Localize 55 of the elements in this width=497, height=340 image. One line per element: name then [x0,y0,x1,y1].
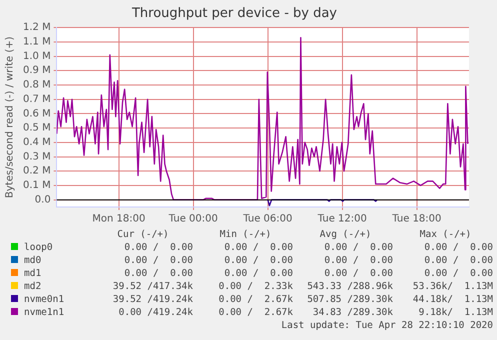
legend-label: md0 [23,254,42,267]
y-tick-label: 0.8 M [22,80,51,91]
x-tick-label: Tue 00:00 [168,214,218,225]
text: 39.52 /417.34k [112,280,194,293]
y-tick-label: 0.2 M [22,166,51,177]
legend-label: md2 [23,280,42,293]
y-tick-label: 0.1 M [22,180,51,192]
text: 34.83 /289.30k [312,306,394,319]
x-tick-label: Tue 06:00 [242,214,292,225]
x-tick-label: Mon 18:00 [92,214,146,225]
text: Max (-/+) [418,228,472,241]
text: 507.85 /289.30k [306,293,394,306]
y-tick-label: 0.9 M [22,65,51,76]
text: 0.00 / 0.00 [423,241,494,254]
x-tick-label: Tue 18:00 [391,214,442,225]
text: Last update: Tue Apr 28 22:10:10 2020 [280,319,494,332]
y-axis-title: Bytes/second read (-) / write (+) [4,36,16,198]
y-tick-label: 0.6 M [22,108,51,120]
text: 0.00 / 0.00 [423,267,494,280]
legend-label: loop0 [23,241,54,254]
text: 0.00 / 0.00 [323,241,394,254]
y-tick-label: 0.0 [34,194,51,206]
y-tick-label: 0.7 M [22,94,51,105]
text: 0.00 / 0.00 [223,267,294,280]
legend-label: nvme0n1 [23,293,66,306]
text: 9.18k/ 1.13M [418,306,494,319]
text: 543.33 /288.96k [306,280,394,293]
text: 0.00 / 0.00 [323,254,394,267]
y-tick-label: 1.0 M [22,50,51,62]
y-tick-label: 0.5 M [22,122,51,134]
x-tick-label: Tue 12:00 [316,214,367,225]
text: 0.00 / 0.00 [423,254,494,267]
text: 39.52 /419.24k [112,293,194,306]
text: 0.00 / 0.00 [123,241,194,254]
legend-label: md1 [23,267,42,280]
chart-title: Throughput per device - by day [130,6,338,22]
text: 0.00 / 0.00 [123,267,194,280]
y-tick-label: 0.3 M [22,151,51,162]
text: 0.00 / 2.67k [218,293,294,306]
text: Min (-/+) [218,228,272,241]
text: Cur (-/+) [116,228,170,241]
text: 53.36k/ 1.13M [412,280,494,293]
text: Avg (-/+) [318,228,372,241]
y-tick-label: 0.4 M [22,137,51,148]
text: 0.00 / 2.33k [218,280,294,293]
text: 0.00 /419.24k [118,306,194,319]
text: 0.00 / 0.00 [223,254,294,267]
text: 0.00 / 0.00 [123,254,194,267]
y-tick-label: 1.2 M [22,22,51,34]
text: 0.00 / 2.67k [218,306,294,319]
text: 44.18k/ 1.13M [412,293,494,306]
text: 0.00 / 0.00 [223,241,294,254]
text: 0.00 / 0.00 [323,267,394,280]
legend-label: nvme1n1 [23,306,66,319]
y-tick-label: 1.1 M [22,36,51,48]
